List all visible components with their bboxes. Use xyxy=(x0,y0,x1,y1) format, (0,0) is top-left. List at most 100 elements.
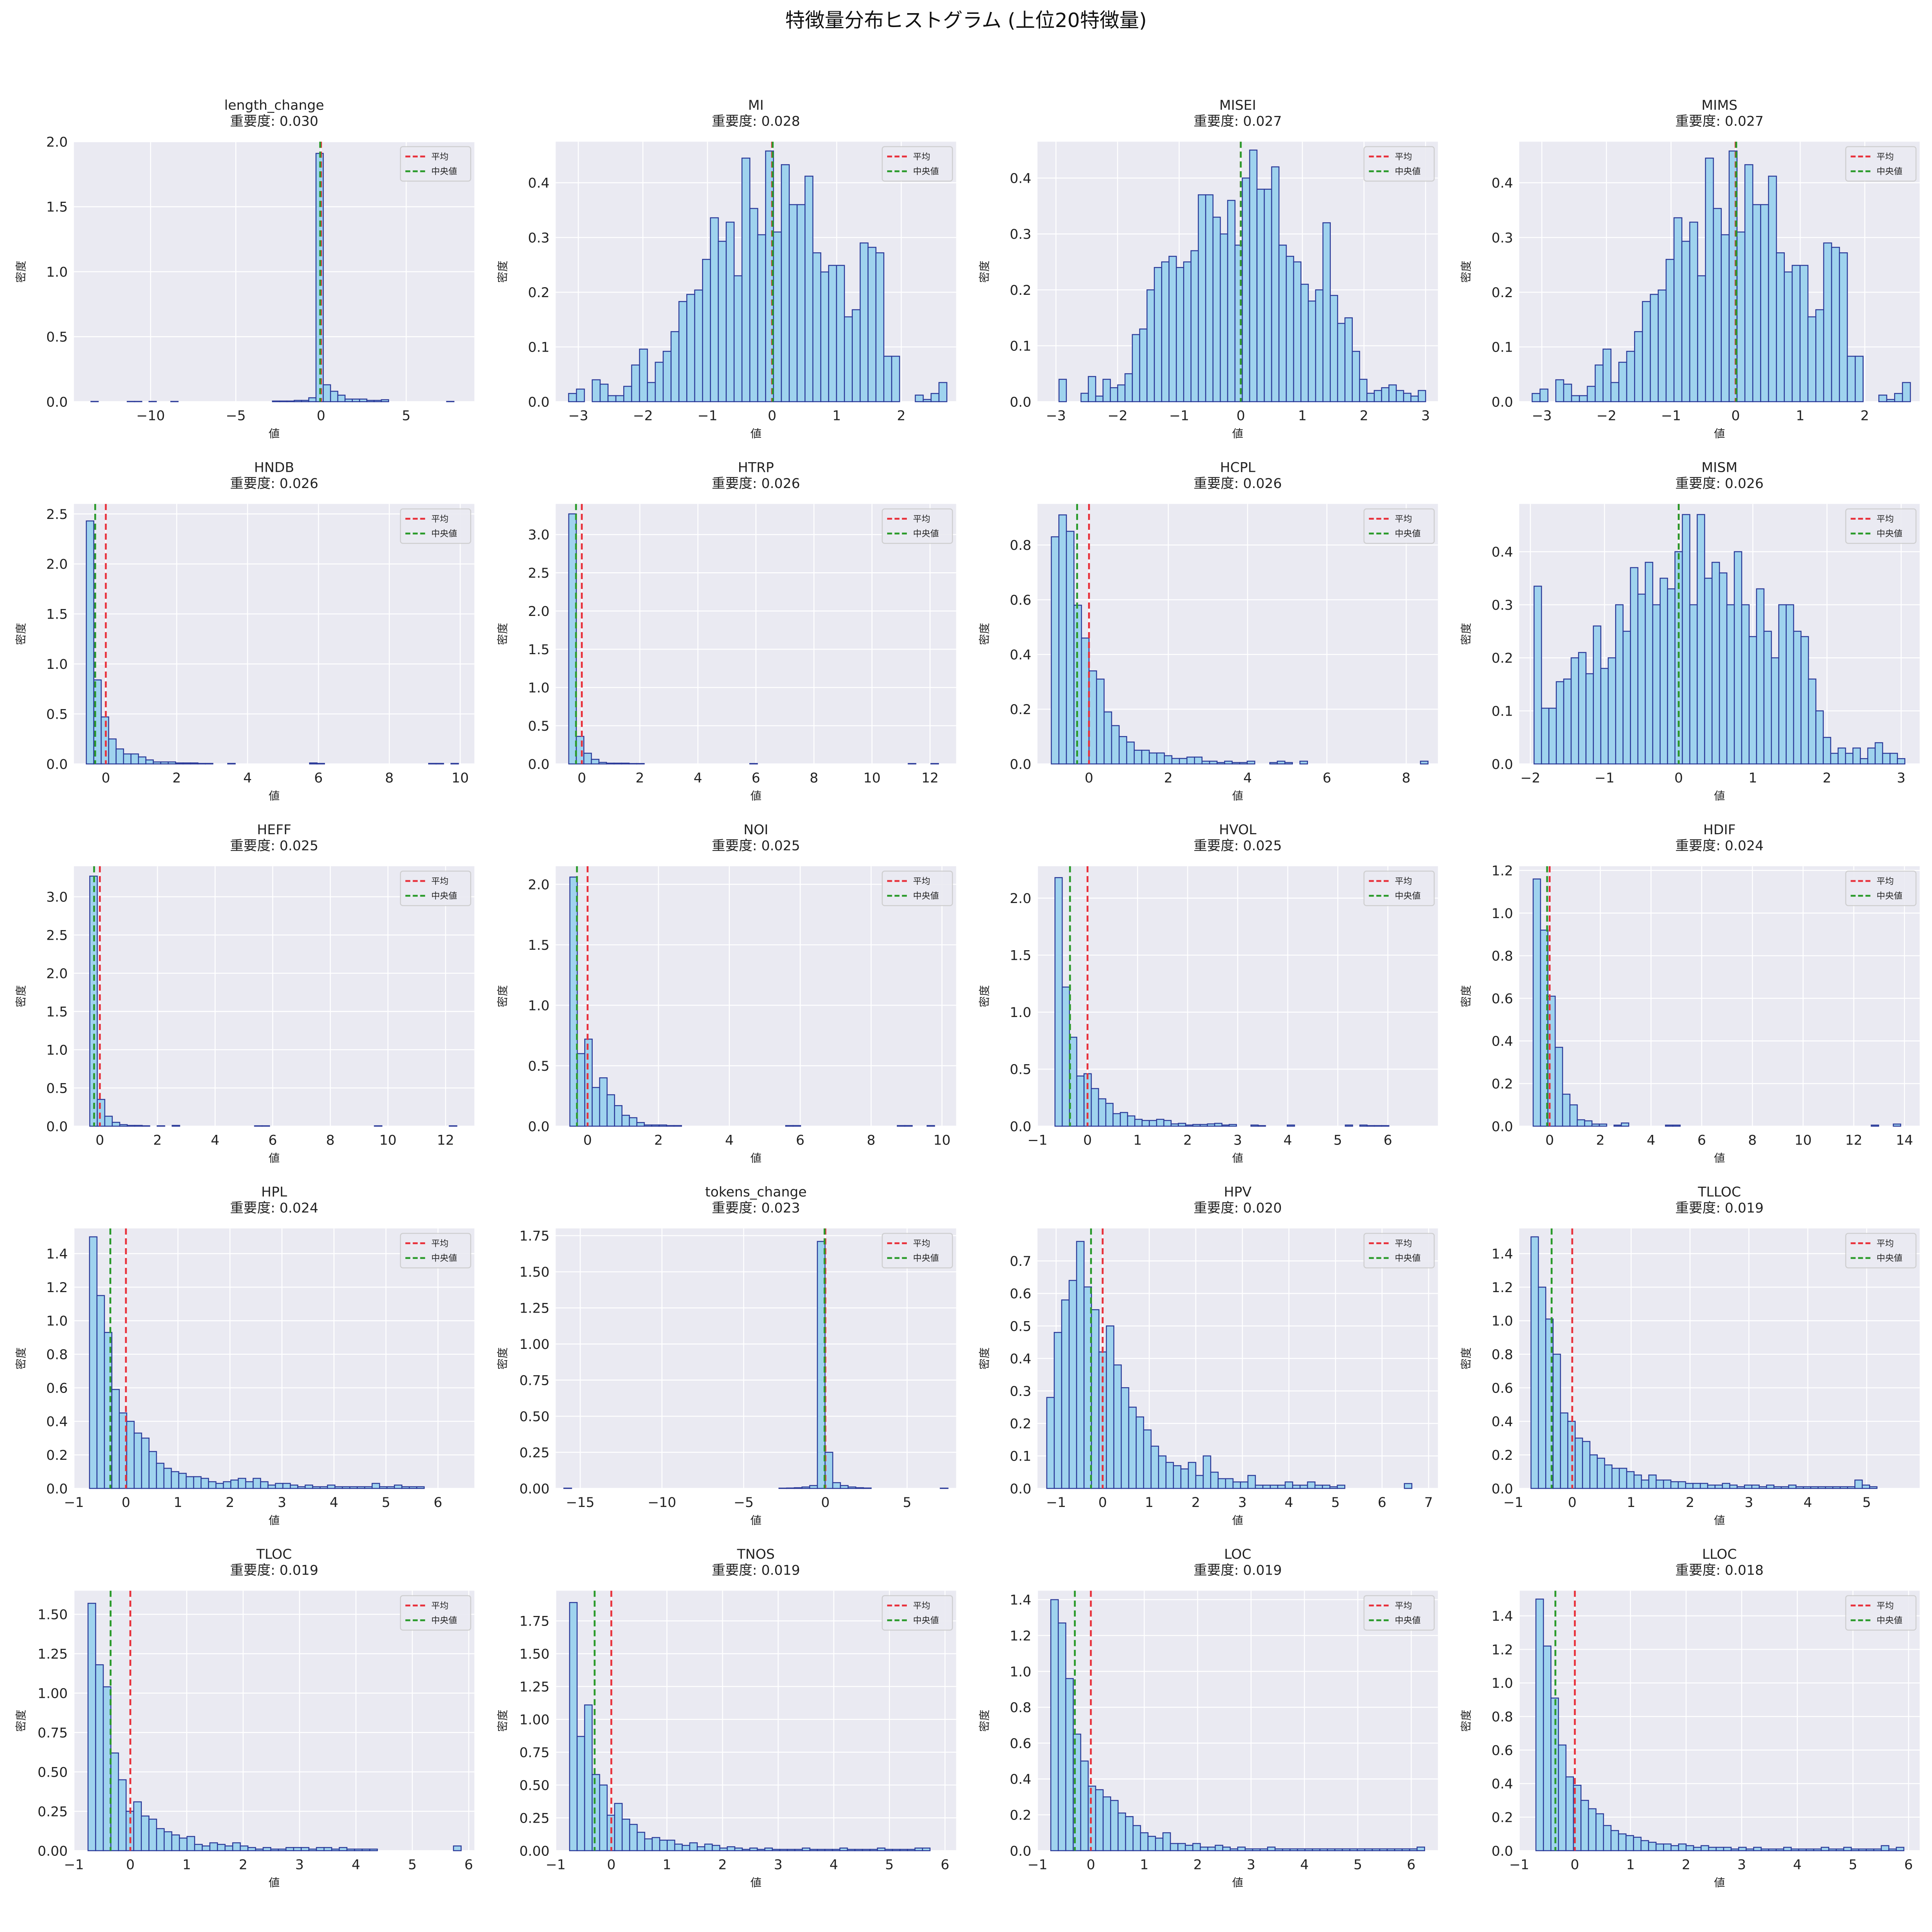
histogram-bar xyxy=(1786,604,1794,765)
histogram-bar xyxy=(1640,1840,1649,1851)
histogram-bar xyxy=(1197,194,1206,402)
histogram-bar xyxy=(1860,758,1869,765)
histogram-bar xyxy=(678,301,687,402)
histogram-bar xyxy=(1304,1848,1313,1851)
histogram-bar xyxy=(1821,1847,1830,1851)
panel-title: HVOL xyxy=(1219,822,1257,838)
legend-box xyxy=(400,871,471,906)
legend-mean-label: 平均 xyxy=(1877,152,1894,162)
histogram-bar xyxy=(1307,1481,1316,1489)
x-tick-label: 2 xyxy=(1682,1857,1690,1872)
histogram-bar xyxy=(938,382,947,402)
histogram-bar xyxy=(126,1421,135,1489)
histogram-bar xyxy=(1823,242,1832,402)
histogram-bar xyxy=(1670,1845,1679,1851)
x-tick-label: 2 xyxy=(239,1857,247,1872)
panel-importance: 重要度: 0.019 xyxy=(712,1562,800,1578)
legend-box xyxy=(1845,508,1917,544)
histogram-bar xyxy=(809,1849,818,1851)
histogram-bar xyxy=(852,309,861,402)
histogram-bar xyxy=(1673,217,1682,402)
histogram-bar xyxy=(1530,1236,1539,1489)
panel-importance: 重要度: 0.024 xyxy=(230,1200,318,1216)
x-tick-label: −15 xyxy=(566,1495,595,1510)
histogram-bar xyxy=(1322,222,1331,402)
histogram-bar xyxy=(1132,334,1140,402)
histogram-bar xyxy=(1618,362,1628,402)
y-tick-label: 1.0 xyxy=(1492,1313,1513,1329)
histogram-bar xyxy=(1293,261,1302,402)
x-axis-label: 値 xyxy=(269,1876,280,1889)
histogram-bar xyxy=(1663,1480,1672,1489)
histogram-bar xyxy=(1850,1848,1859,1851)
legend-box xyxy=(400,508,471,544)
histogram-bar xyxy=(194,1844,203,1851)
y-tick-label: 0.0 xyxy=(528,757,549,772)
histogram-bar xyxy=(1888,1848,1897,1851)
y-tick-label: 0.4 xyxy=(1492,1776,1513,1792)
y-tick-label: 0.8 xyxy=(1010,537,1031,553)
y-axis-label: 密度 xyxy=(978,1347,991,1369)
histogram-bar xyxy=(1228,1124,1237,1127)
histogram-bar xyxy=(577,1053,585,1127)
y-tick-label: 0.8 xyxy=(1492,1709,1513,1725)
histogram-bar xyxy=(764,1847,773,1851)
histogram-bar xyxy=(1173,1465,1182,1489)
histogram-bar xyxy=(1364,1848,1373,1851)
histogram-bar xyxy=(293,1847,302,1851)
legend-median-label: 中央値 xyxy=(913,1616,939,1626)
x-tick-label: −1 xyxy=(546,1857,566,1872)
legend-median-label: 中央値 xyxy=(1395,167,1421,177)
histogram-bar xyxy=(1858,1848,1867,1851)
legend-box xyxy=(1845,871,1917,906)
x-tick-label: 0 xyxy=(1087,1857,1095,1872)
histogram-bar xyxy=(1061,986,1070,1127)
x-axis-label: 値 xyxy=(1714,1151,1725,1165)
histogram-bar xyxy=(733,275,743,402)
legend-mean-label: 平均 xyxy=(913,152,930,162)
x-tick-label: 6 xyxy=(1384,1132,1392,1148)
histogram-bar xyxy=(1403,393,1412,402)
histogram-bar xyxy=(922,1847,931,1851)
histogram-bar xyxy=(1708,1847,1717,1851)
histogram-bar xyxy=(1188,1462,1196,1489)
histogram-bar xyxy=(1401,1848,1410,1851)
x-tick-label: 12 xyxy=(1845,1132,1862,1148)
x-tick-label: 8 xyxy=(867,1132,875,1148)
histogram-bar xyxy=(1570,657,1579,765)
y-tick-label: 0.0 xyxy=(528,394,549,410)
histogram-bar xyxy=(697,1846,706,1851)
panel-title: HCPL xyxy=(1220,459,1255,475)
y-tick-label: 0.4 xyxy=(1010,171,1031,187)
panel-importance: 重要度: 0.019 xyxy=(1675,1200,1764,1216)
histogram-bar xyxy=(1655,1480,1664,1489)
x-axis-label: 値 xyxy=(750,1514,762,1527)
y-tick-label: 0.4 xyxy=(1010,1351,1031,1367)
y-tick-label: 1.2 xyxy=(46,1280,68,1296)
histogram-bar xyxy=(1287,1124,1295,1127)
y-tick-label: 0.75 xyxy=(519,1372,549,1388)
y-tick-label: 2.0 xyxy=(46,134,68,150)
histogram-bar xyxy=(171,1471,179,1489)
x-tick-label: 4 xyxy=(1803,1495,1812,1510)
legend-median-label: 中央値 xyxy=(913,891,939,901)
legend-mean-label: 平均 xyxy=(1395,1238,1412,1248)
histogram-bar xyxy=(577,1736,585,1851)
y-tick-label: 1.5 xyxy=(528,937,549,953)
y-tick-label: 0.50 xyxy=(519,1777,549,1793)
plot-area xyxy=(1519,866,1920,1126)
histogram-bar xyxy=(1105,1103,1114,1127)
histogram-bar xyxy=(1760,204,1769,402)
histogram-bar xyxy=(1588,1808,1597,1851)
histogram-bar xyxy=(371,1483,380,1489)
histogram-bar xyxy=(1756,588,1765,765)
panel-title: tokens_change xyxy=(705,1184,807,1200)
x-tick-label: 5 xyxy=(1849,1857,1857,1872)
x-tick-label: 5 xyxy=(885,1857,894,1872)
histogram-bar xyxy=(1784,271,1793,402)
histogram-bar xyxy=(208,1481,217,1489)
